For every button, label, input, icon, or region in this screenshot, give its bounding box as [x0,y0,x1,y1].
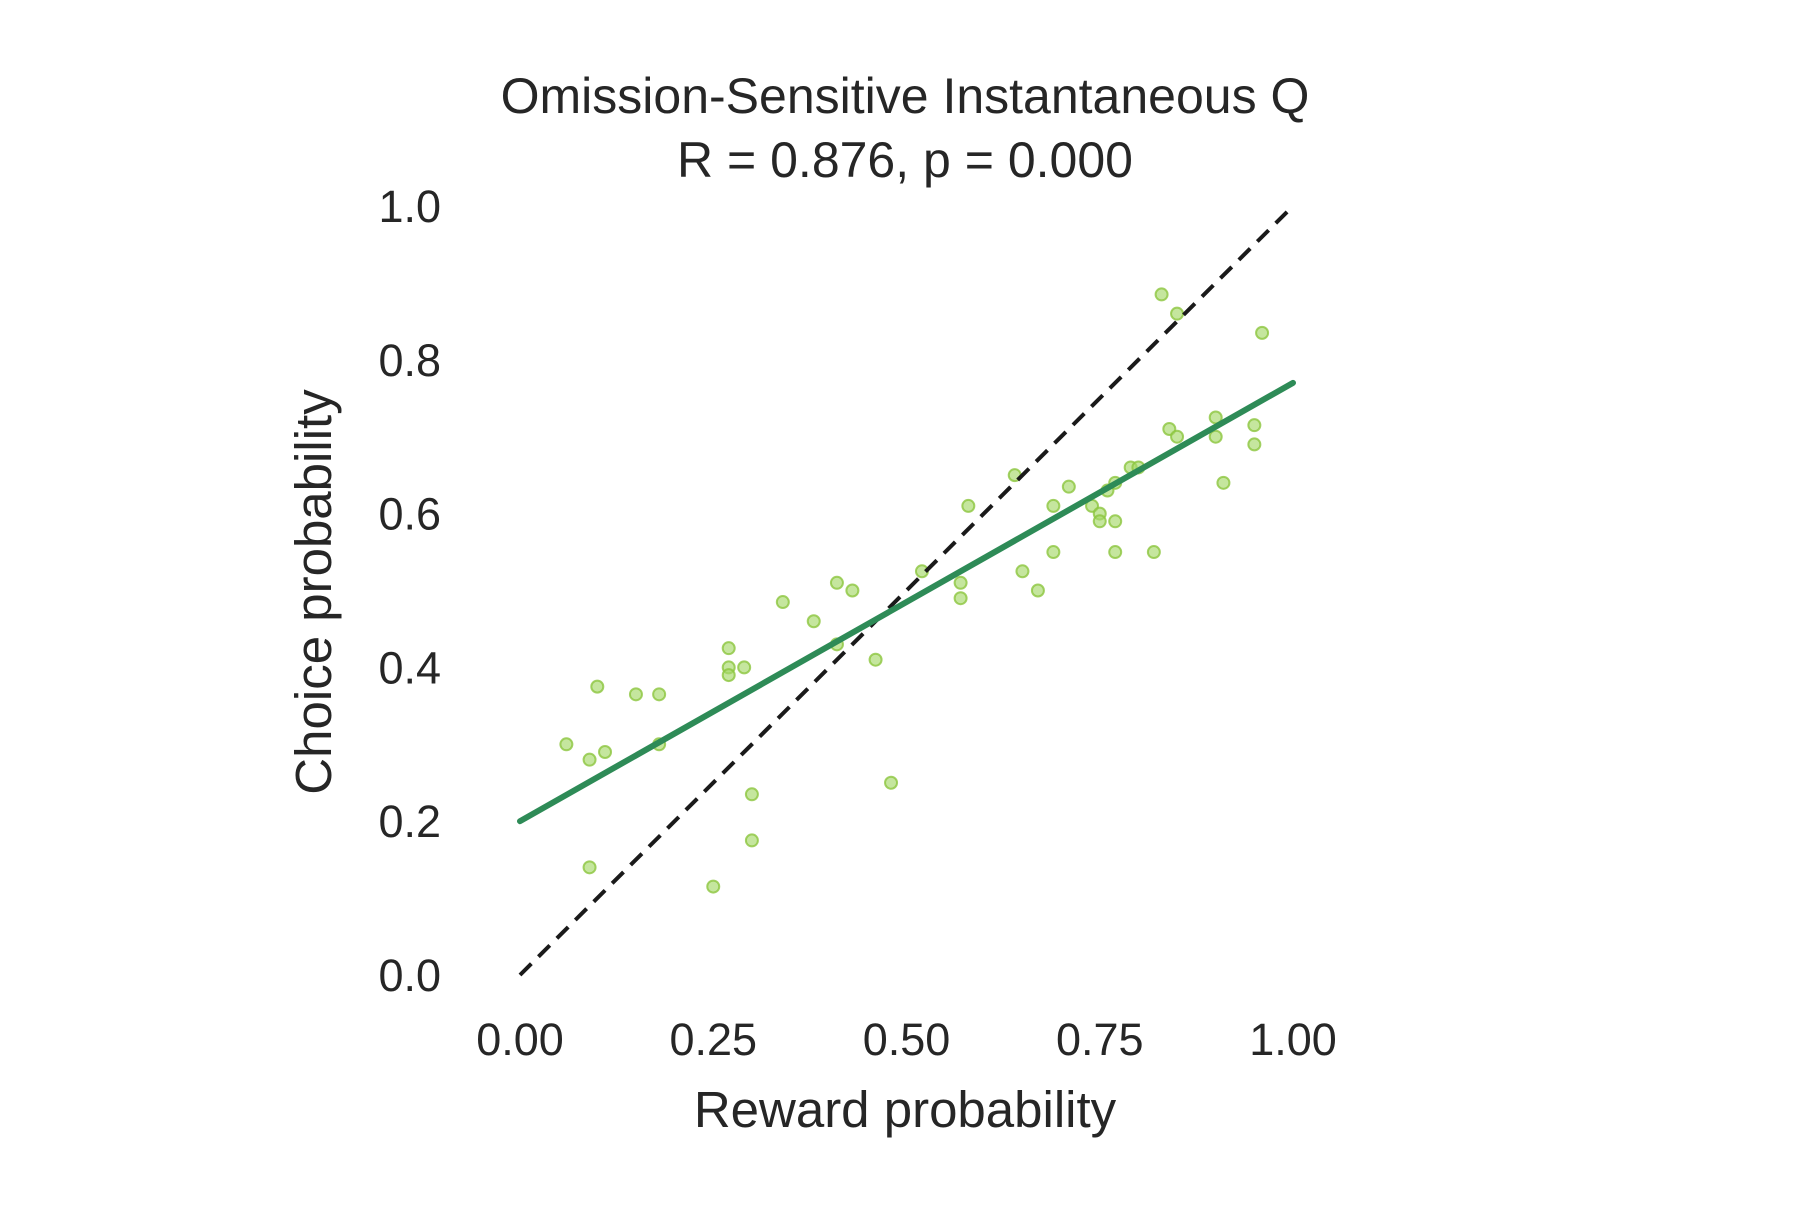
y-axis-label: Choice probability [285,389,342,795]
data-point-11 [721,668,736,683]
chart-title: Omission-Sensitive Instantaneous Q [501,68,1310,124]
data-point-6 [652,687,667,702]
y-tick-labels: 0.0 0.2 0.4 0.6 0.8 1.0 [378,181,441,1001]
data-point-45 [1170,429,1185,444]
data-point-42 [1154,287,1169,302]
reference-lines [517,204,1296,977]
data-point-8 [706,879,721,894]
data-point-19 [845,583,860,598]
x-tick-label: 0.75 [1056,1014,1144,1065]
data-point-48 [1216,475,1231,490]
data-point-38 [1108,545,1123,560]
x-tick-label: 0.00 [476,1014,564,1065]
data-point-21 [884,775,899,790]
data-point-13 [744,833,759,848]
data-point-14 [744,787,759,802]
data-point-31 [1061,479,1076,494]
data-point-51 [1255,325,1270,340]
x-tick-label: 0.50 [863,1014,951,1065]
data-point-25 [961,498,976,513]
data-point-15 [775,595,790,610]
data-point-30 [1046,545,1061,560]
x-axis-label: Reward probability [694,1081,1117,1138]
data-point-28 [1030,583,1045,598]
data-point-49 [1247,437,1262,452]
data-point-34 [1092,514,1107,529]
data-point-44 [1170,306,1185,321]
data-point-23 [953,575,968,590]
data-point-0 [559,737,574,752]
chart-subtitle: R = 0.876, p = 0.000 [677,132,1133,188]
y-tick-label: 0.0 [378,950,441,1001]
identity-line [518,204,1295,977]
data-point-5 [628,687,643,702]
y-tick-label: 1.0 [378,181,441,232]
scatter-points [559,287,1270,894]
data-point-1 [582,752,597,767]
regression-line [517,379,1296,825]
data-point-27 [1015,564,1030,579]
data-point-20 [868,652,883,667]
data-point-17 [829,575,844,590]
data-point-12 [737,660,752,675]
x-tick-labels: 0.00 0.25 0.50 0.75 1.00 [476,1014,1337,1065]
data-point-29 [1046,498,1061,513]
y-tick-label: 0.6 [378,489,441,540]
data-point-9 [721,641,736,656]
data-point-50 [1247,418,1262,433]
data-point-24 [953,591,968,606]
data-point-4 [598,744,613,759]
data-point-46 [1208,429,1223,444]
data-point-3 [590,679,605,694]
y-tick-label: 0.8 [378,335,441,386]
data-point-41 [1146,545,1161,560]
y-tick-label: 0.2 [378,796,441,847]
data-point-37 [1108,514,1123,529]
x-tick-label: 0.25 [669,1014,757,1065]
x-tick-label: 1.00 [1249,1014,1337,1065]
y-tick-label: 0.4 [378,642,441,693]
data-point-16 [806,614,821,629]
data-point-2 [582,860,597,875]
